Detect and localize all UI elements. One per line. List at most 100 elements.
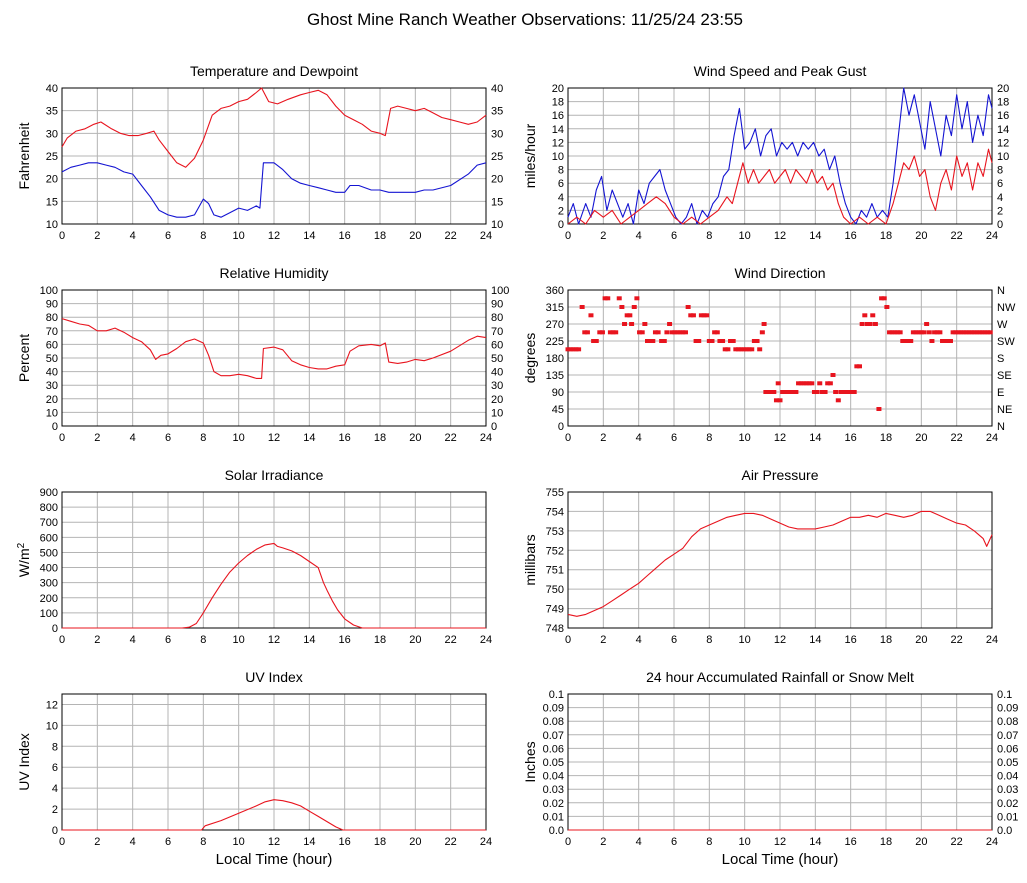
- data-point: [796, 381, 802, 386]
- x-tick-label: 0: [59, 432, 65, 444]
- y-tick-label: 80: [46, 312, 58, 324]
- data-point: [717, 339, 723, 343]
- data-point: [743, 347, 749, 352]
- x-tick-label: 16: [845, 836, 857, 848]
- y-axis-label: UV Index: [16, 733, 32, 791]
- data-point: [701, 313, 707, 318]
- data-point: [712, 330, 718, 335]
- x-tick-label: 2: [94, 836, 100, 848]
- data-point: [728, 339, 734, 343]
- data-point: [851, 390, 857, 394]
- data-point: [889, 330, 895, 335]
- data-point: [838, 390, 844, 394]
- y-tick-label: 0.05: [543, 757, 564, 769]
- y-right-tick-label: 4: [997, 192, 1003, 204]
- data-point: [672, 330, 678, 335]
- x-tick-label: 20: [409, 432, 421, 444]
- data-point: [773, 398, 779, 403]
- data-point: [619, 305, 625, 309]
- data-point: [867, 322, 873, 326]
- data-point: [806, 381, 812, 386]
- data-point: [913, 330, 919, 335]
- x-tick-label: 10: [739, 230, 751, 242]
- y-tick-label: 2: [52, 804, 58, 816]
- data-point: [688, 313, 694, 318]
- x-tick-label: 10: [233, 432, 245, 444]
- y-tick-label: 18: [552, 97, 564, 109]
- y-tick-label: 500: [40, 547, 58, 559]
- data-point: [982, 330, 988, 335]
- data-point: [833, 390, 839, 394]
- data-point: [809, 381, 815, 386]
- data-point: [793, 390, 799, 394]
- x-tick-label: 12: [774, 634, 786, 646]
- x-tick-label: 14: [809, 836, 821, 848]
- data-point: [926, 330, 932, 335]
- y-tick-label: 12: [552, 137, 564, 149]
- y-right-tick-label: 18: [997, 97, 1009, 109]
- y-axis-label-sup: 2: [16, 542, 27, 548]
- data-point: [892, 330, 898, 335]
- x-tick-label: 10: [233, 634, 245, 646]
- data-point: [754, 339, 760, 343]
- y-right-tick-label: 0: [997, 219, 1003, 231]
- x-axis-label: Local Time (hour): [722, 851, 839, 868]
- data-point: [597, 330, 603, 335]
- y-tick-label: 4: [558, 192, 564, 204]
- data-point: [573, 347, 579, 352]
- series-line-red: [61, 318, 487, 379]
- data-point: [642, 322, 648, 326]
- x-tick-label: 22: [445, 432, 457, 444]
- x-tick-label: 24: [480, 634, 492, 646]
- x-tick-label: 14: [809, 634, 821, 646]
- x-tick-label: 6: [165, 836, 171, 848]
- chart-title: Wind Speed and Peak Gust: [694, 63, 867, 79]
- x-tick-label: 18: [374, 432, 386, 444]
- data-point: [857, 364, 862, 369]
- data-point: [685, 305, 691, 309]
- data-point: [759, 330, 765, 335]
- y-tick-label: 16: [552, 110, 564, 122]
- x-tick-label: 0: [59, 836, 65, 848]
- data-point: [650, 339, 656, 343]
- data-point: [830, 373, 836, 377]
- x-tick-label: 16: [845, 432, 857, 444]
- x-tick-label: 20: [915, 836, 927, 848]
- x-tick-label: 12: [268, 634, 280, 646]
- chart-title: UV Index: [245, 669, 303, 685]
- x-tick-label: 12: [268, 836, 280, 848]
- data-point: [985, 330, 991, 335]
- x-tick-label: 0: [565, 836, 571, 848]
- data-point: [782, 390, 788, 394]
- y-right-tick-label: 0.03: [997, 784, 1018, 796]
- y-tick-label: 0: [558, 421, 564, 433]
- x-tick-label: 18: [880, 634, 892, 646]
- data-point: [757, 347, 763, 352]
- data-point: [790, 390, 796, 394]
- y-tick-label: 180: [546, 353, 564, 365]
- x-tick-label: 4: [130, 230, 136, 242]
- y-tick-label: 20: [552, 83, 564, 95]
- x-tick-label: 0: [59, 634, 65, 646]
- x-tick-label: 8: [200, 634, 206, 646]
- y-right-tick-label: 0.1: [997, 689, 1012, 701]
- x-tick-label: 22: [951, 836, 963, 848]
- x-tick-label: 2: [94, 634, 100, 646]
- data-point: [897, 330, 903, 335]
- chart-direction: Wind Direction04590135180225270315360NNE…: [522, 265, 1016, 444]
- data-point: [932, 330, 938, 335]
- y-tick-label: 50: [46, 353, 58, 365]
- data-point: [843, 390, 849, 394]
- data-point: [854, 364, 860, 369]
- series-line-red: [61, 87, 487, 168]
- data-point: [798, 381, 804, 386]
- data-point: [961, 330, 967, 335]
- y-tick-label: 0.07: [543, 730, 564, 742]
- data-point: [785, 390, 791, 394]
- y-right-tick-label: 0.01: [997, 811, 1018, 823]
- data-point: [958, 330, 964, 335]
- data-point: [637, 330, 643, 335]
- data-point: [811, 390, 817, 394]
- plot-frame: [61, 693, 487, 831]
- y-right-tick-label: 20: [491, 174, 503, 186]
